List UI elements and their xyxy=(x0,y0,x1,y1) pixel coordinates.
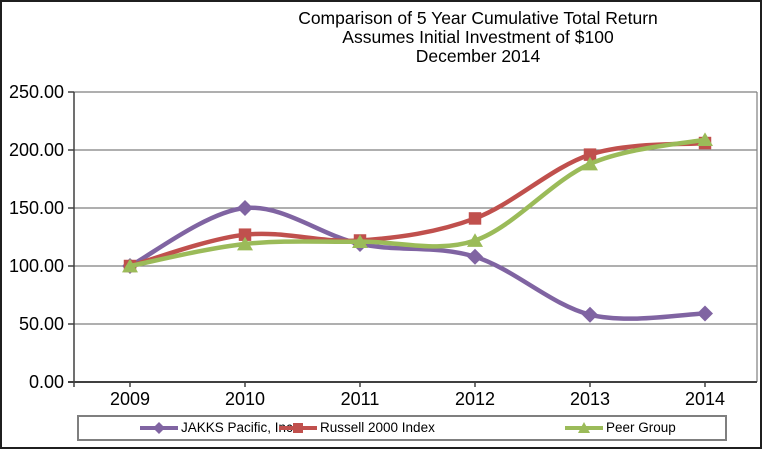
legend-marker-triangle xyxy=(565,422,603,433)
x-tick-label: 2009 xyxy=(109,389,151,409)
y-tick-label: 150.00 xyxy=(8,198,64,218)
series-marker-triangle xyxy=(237,236,253,251)
legend-item: JAKKS Pacific, Inc. xyxy=(139,417,297,439)
series-marker-diamond xyxy=(467,248,483,265)
legend-marker-diamond xyxy=(140,422,178,434)
series-marker-triangle xyxy=(697,132,713,146)
series-line xyxy=(127,137,708,269)
chart-title-block: Comparison of 5 Year Cumulative Total Re… xyxy=(192,8,760,66)
series-marker-diamond xyxy=(582,306,598,323)
y-tick-label: 200.00 xyxy=(8,140,64,160)
chart-date-label: December 2014 xyxy=(415,46,541,66)
y-tick-label: 250.00 xyxy=(8,82,64,102)
legend-label: JAKKS Pacific, Inc. xyxy=(181,420,297,435)
series-marker-triangle xyxy=(352,234,368,249)
chart-title: Comparison of 5 Year Cumulative Total Re… xyxy=(298,8,658,28)
legend-label: Peer Group xyxy=(606,420,676,435)
legend-item: Russell 2000 Index xyxy=(278,417,435,439)
series-marker-diamond xyxy=(697,305,713,322)
legend-item: Peer Group xyxy=(564,417,676,439)
x-tick-label: 2012 xyxy=(454,389,496,409)
series-line xyxy=(127,205,708,321)
legend-marker-square xyxy=(279,423,317,433)
legend-box: JAKKS Pacific, Inc. Russell 2000 Index Pee… xyxy=(77,415,727,441)
y-tick-label: 50.00 xyxy=(18,314,64,334)
series-marker-square xyxy=(583,148,597,161)
x-tick-label: 2011 xyxy=(340,389,380,409)
series-marker-triangle xyxy=(122,258,138,273)
legend-label: Russell 2000 Index xyxy=(320,420,435,435)
series-marker-square xyxy=(238,228,252,241)
y-tick-label: 100.00 xyxy=(8,256,64,276)
chart-subtitle: Assumes Initial Investment of $100 xyxy=(342,27,614,47)
series-marker-diamond xyxy=(237,200,253,216)
x-tick-label: 2010 xyxy=(224,389,266,409)
series-line xyxy=(127,140,708,269)
x-tick-label: 2013 xyxy=(569,389,611,409)
series-marker-triangle xyxy=(467,233,483,247)
series-marker-square xyxy=(468,212,482,225)
y-tick-label: 0.00 xyxy=(28,372,64,392)
x-tick-label: 2014 xyxy=(684,389,726,409)
series-marker-triangle xyxy=(582,156,598,171)
